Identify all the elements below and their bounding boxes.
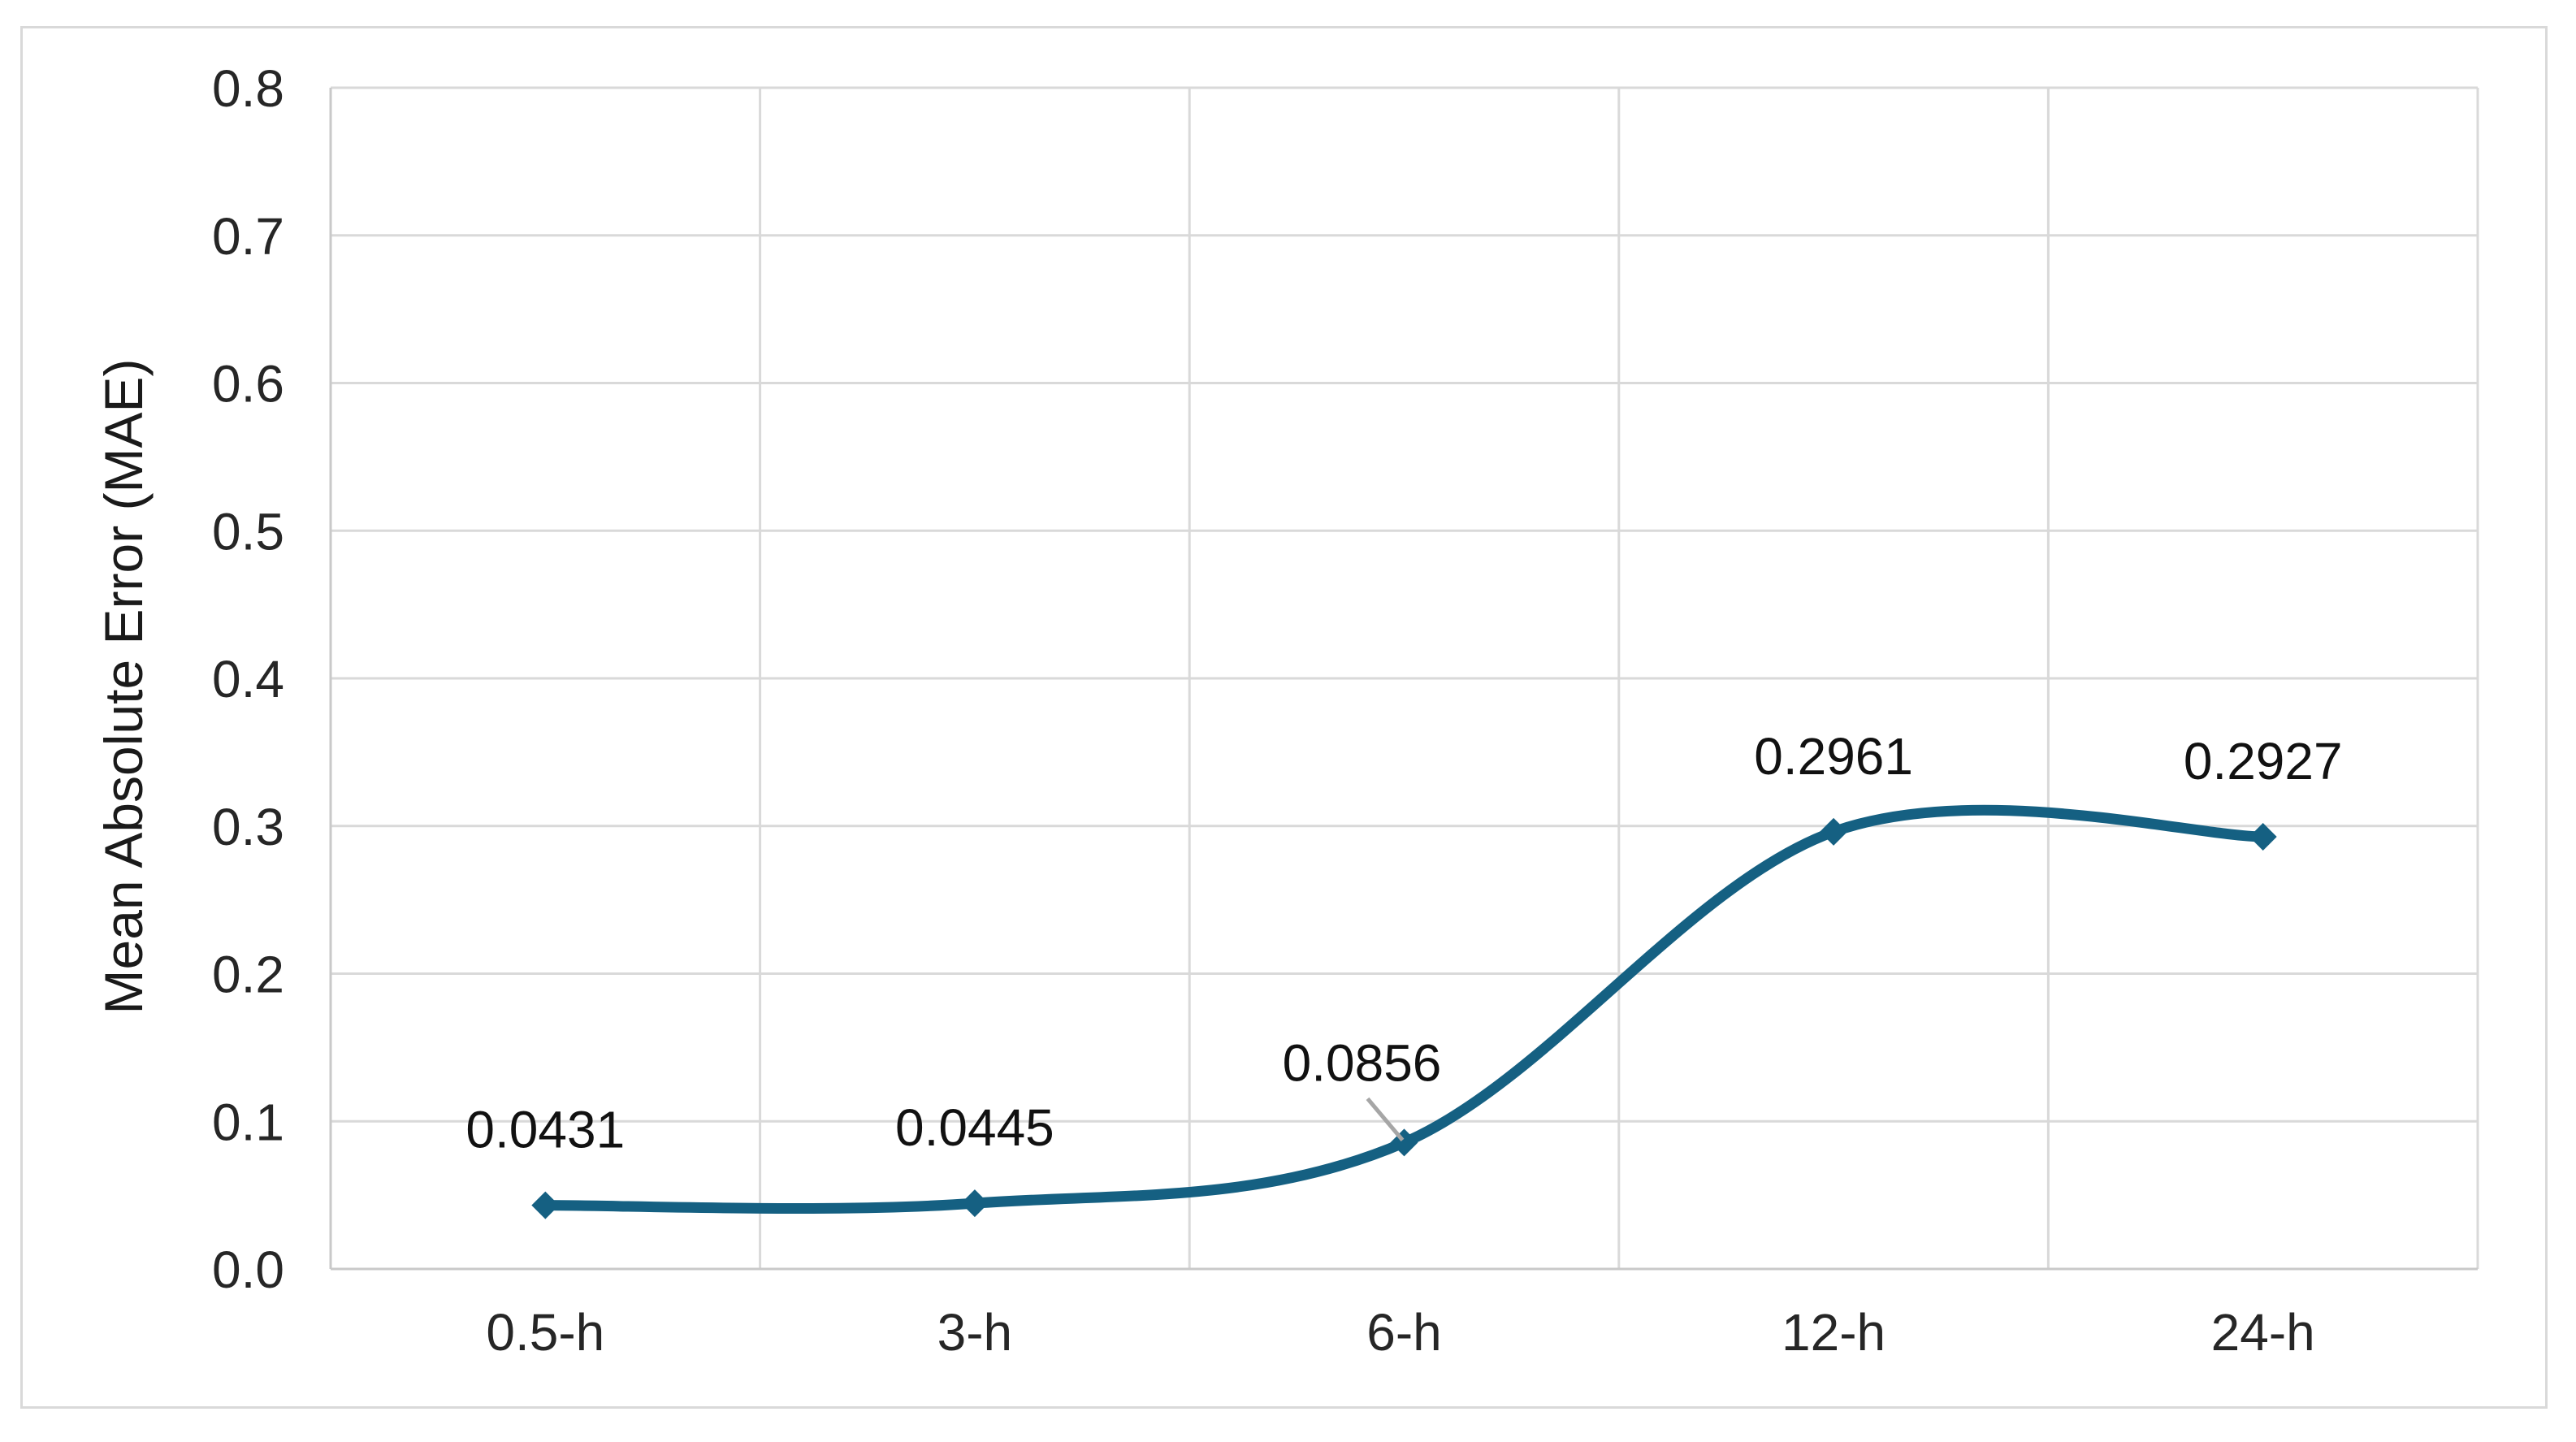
x-tick-label: 3-h xyxy=(937,1303,1013,1362)
data-point-marker xyxy=(2249,823,2277,851)
data-point-marker xyxy=(531,1191,560,1219)
y-tick-label: 0.0 xyxy=(212,1241,284,1299)
data-label: 0.0856 xyxy=(1283,1033,1442,1092)
y-axis-title: Mean Absolute Error (MAE) xyxy=(93,359,154,1015)
y-tick-label: 0.6 xyxy=(212,355,284,414)
axes-group xyxy=(329,88,2478,1271)
y-tick-label: 0.7 xyxy=(212,207,284,266)
x-tick-label: 0.5-h xyxy=(486,1303,604,1362)
y-tick-label: 0.5 xyxy=(212,502,284,561)
x-tick-label: 6-h xyxy=(1366,1303,1442,1362)
data-point-marker xyxy=(960,1189,989,1218)
y-tick-labels-group: 0.0 0.1 0.2 0.3 0.4 0.5 0.6 0.7 0.8 xyxy=(212,59,284,1299)
data-label: 0.2961 xyxy=(1754,727,1913,786)
x-tick-labels-group: 0.5-h 3-h 6-h 12-h 24-h xyxy=(486,1303,2314,1362)
y-tick-label: 0.4 xyxy=(212,650,284,708)
series-group xyxy=(531,804,2277,1219)
y-tick-label: 0.2 xyxy=(212,946,284,1004)
data-labels-group: 0.0431 0.0445 0.0856 0.2961 0.2927 xyxy=(465,727,2342,1159)
x-tick-label: 24-h xyxy=(2211,1303,2315,1362)
data-label: 0.0431 xyxy=(465,1101,625,1159)
x-tick-label: 12-h xyxy=(1782,1303,1885,1362)
leader-line xyxy=(1366,1097,1405,1142)
data-label: 0.0445 xyxy=(895,1098,1054,1157)
y-tick-label: 0.3 xyxy=(212,798,284,856)
y-tick-label: 0.8 xyxy=(212,59,284,118)
y-tick-label: 0.1 xyxy=(212,1093,284,1151)
data-point-marker xyxy=(1820,817,1848,846)
data-label: 0.2927 xyxy=(2184,732,2343,790)
